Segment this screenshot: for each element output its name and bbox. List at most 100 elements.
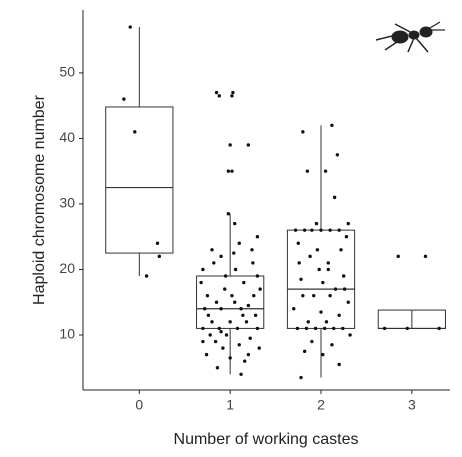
- point: [230, 169, 233, 172]
- point: [210, 320, 213, 323]
- point: [310, 340, 313, 343]
- x-axis-label: Number of working castes: [174, 431, 359, 448]
- point: [299, 278, 302, 281]
- point: [236, 327, 239, 330]
- point: [294, 228, 297, 231]
- point: [228, 143, 231, 146]
- point: [303, 228, 306, 231]
- point: [218, 327, 221, 330]
- y-axis-label: Haploid chromosome number: [31, 94, 48, 305]
- y-tick-label: 10: [59, 326, 75, 342]
- point: [212, 261, 215, 264]
- point: [215, 91, 218, 94]
- point: [341, 327, 344, 330]
- point: [327, 261, 330, 264]
- point: [307, 320, 310, 323]
- point: [215, 301, 218, 304]
- point: [321, 281, 324, 284]
- point: [328, 228, 331, 231]
- point: [337, 228, 340, 231]
- point: [298, 261, 301, 264]
- chart: Number of working castes Haploid chromos…: [0, 0, 462, 457]
- point: [233, 222, 236, 225]
- point: [238, 343, 241, 346]
- point: [158, 255, 161, 258]
- point: [308, 255, 311, 258]
- point: [383, 327, 386, 330]
- point: [248, 337, 251, 340]
- point: [129, 25, 132, 28]
- point: [201, 268, 204, 271]
- point: [319, 228, 322, 231]
- point: [223, 287, 226, 290]
- point: [234, 268, 237, 271]
- point: [296, 327, 299, 330]
- point: [303, 350, 306, 353]
- point: [324, 169, 327, 172]
- point: [319, 310, 322, 313]
- y-tick-label: 40: [59, 129, 75, 145]
- point: [225, 333, 228, 336]
- point: [228, 356, 231, 359]
- point: [228, 320, 231, 323]
- point: [201, 340, 204, 343]
- point: [241, 314, 244, 317]
- point: [239, 373, 242, 376]
- point: [221, 346, 224, 349]
- point: [343, 287, 346, 290]
- point: [328, 294, 331, 297]
- point: [214, 340, 217, 343]
- point: [321, 353, 324, 356]
- point: [252, 294, 255, 297]
- box: [106, 107, 173, 253]
- point: [299, 376, 302, 379]
- point: [224, 274, 227, 277]
- point: [337, 314, 340, 317]
- point: [347, 222, 350, 225]
- point: [247, 353, 250, 356]
- y-tick-label: 20: [59, 260, 75, 276]
- point: [339, 248, 342, 251]
- point: [314, 327, 317, 330]
- x-tick-label: 1: [226, 397, 234, 413]
- point: [315, 222, 318, 225]
- point: [330, 343, 333, 346]
- point: [347, 301, 350, 304]
- point: [243, 359, 246, 362]
- point: [205, 353, 208, 356]
- point: [233, 301, 236, 304]
- point: [301, 130, 304, 133]
- x-tick-label: 0: [135, 397, 143, 413]
- point: [122, 97, 125, 100]
- point: [258, 346, 261, 349]
- point: [232, 251, 235, 254]
- point: [310, 228, 313, 231]
- point: [199, 281, 202, 284]
- point: [245, 320, 248, 323]
- point: [406, 327, 409, 330]
- point: [145, 274, 148, 277]
- point: [312, 294, 315, 297]
- point: [219, 255, 222, 258]
- x-tick-label: 3: [408, 397, 416, 413]
- point: [332, 327, 335, 330]
- point: [207, 314, 210, 317]
- point: [227, 169, 230, 172]
- point: [301, 294, 304, 297]
- point: [208, 333, 211, 336]
- point: [397, 255, 400, 258]
- point: [231, 91, 234, 94]
- point: [292, 307, 295, 310]
- point: [156, 242, 159, 245]
- point: [216, 366, 219, 369]
- point: [348, 333, 351, 336]
- point: [251, 261, 254, 264]
- point: [254, 314, 257, 317]
- point: [218, 94, 221, 97]
- point: [247, 143, 250, 146]
- y-tick-label: 50: [59, 64, 75, 80]
- point: [219, 330, 222, 333]
- point: [210, 248, 213, 251]
- point: [330, 124, 333, 127]
- point: [316, 248, 319, 251]
